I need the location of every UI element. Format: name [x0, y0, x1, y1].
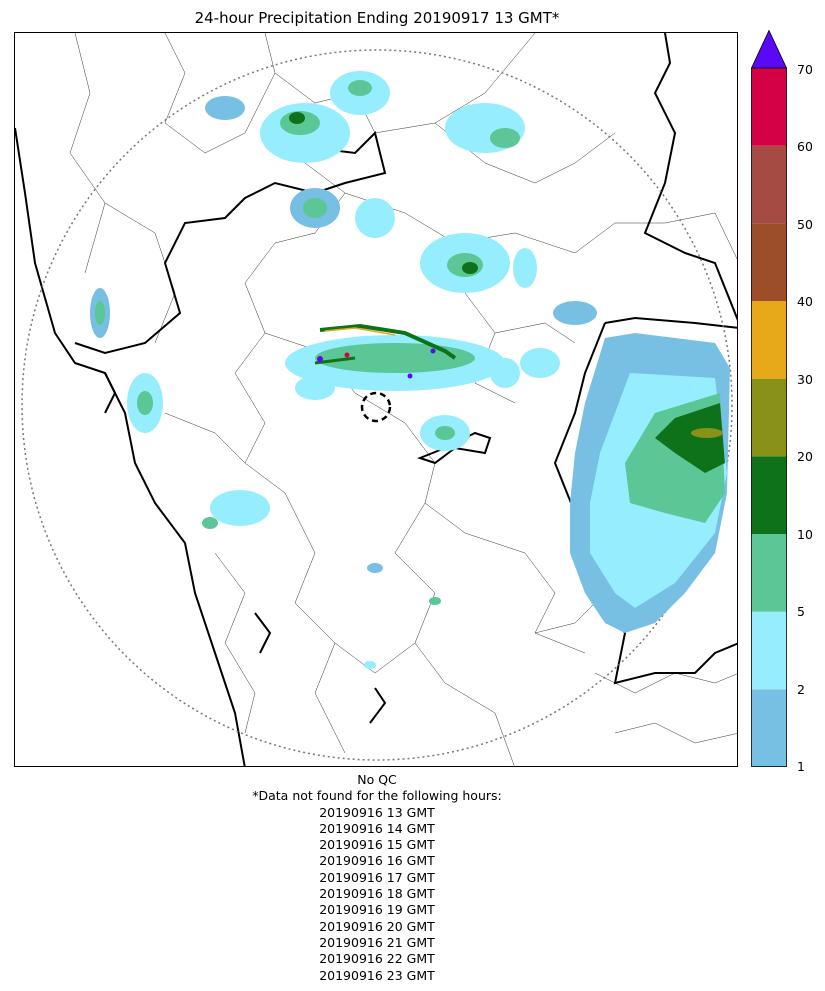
colorbar-tick-label: 1	[797, 759, 805, 774]
colorbar	[750, 29, 790, 768]
missing-data-note: *Data not found for the following hours:	[252, 788, 502, 804]
footer-notes: No QC *Data not found for the following …	[14, 772, 740, 984]
colorbar-tick-label: 20	[797, 449, 813, 464]
missing-hour: 20190916 22 GMT	[319, 951, 435, 967]
colorbar-segment	[751, 456, 787, 534]
colorbar-tick-label: 30	[797, 371, 813, 387]
map-panel[interactable]	[14, 32, 738, 767]
colorbar-segment	[751, 534, 787, 612]
colorbar-tick-label: 70	[797, 61, 813, 77]
colorbar-segment	[751, 689, 787, 767]
missing-hour: 20190916 15 GMT	[319, 837, 435, 853]
colorbar-outline	[751, 67, 787, 767]
missing-hour: 20190916 16 GMT	[319, 853, 435, 869]
radar-site-marker	[360, 391, 392, 423]
missing-hour: 20190916 21 GMT	[319, 934, 435, 950]
colorbar-tick-label: 10	[797, 526, 813, 542]
map-title: 24-hour Precipitation Ending 20190917 13…	[194, 9, 560, 27]
missing-hour: 20190916 13 GMT	[319, 804, 435, 820]
colorbar-tick-label: 50	[797, 216, 813, 232]
precip-overlay	[90, 71, 730, 669]
colorbar-tick-label: 5	[797, 604, 805, 619]
colorbar-segment	[751, 301, 787, 379]
missing-hour: 20190916 18 GMT	[319, 886, 435, 902]
colorbar-extend-arrow	[750, 29, 788, 69]
map-canvas	[15, 33, 737, 766]
missing-hour: 20190916 17 GMT	[319, 869, 435, 885]
colorbar-graphic	[750, 29, 790, 768]
district-boundaries	[69, 33, 737, 766]
colorbar-tick-label: 40	[797, 294, 813, 309]
colorbar-segment	[751, 68, 787, 146]
colorbar-tick-label: 60	[797, 139, 813, 154]
missing-hour: 20190916 20 GMT	[319, 918, 435, 934]
missing-hour: 20190916 14 GMT	[319, 820, 435, 836]
colorbar-segment	[751, 223, 787, 301]
colorbar-segment	[751, 611, 787, 690]
colorbar-segment	[751, 145, 787, 224]
colorbar-tick-label: 2	[797, 681, 805, 697]
radar-range-circle	[21, 49, 733, 761]
missing-hour: 20190916 19 GMT	[319, 902, 435, 918]
qc-status: No QC	[357, 772, 397, 787]
colorbar-segment	[751, 378, 787, 457]
missing-hour: 20190916 23 GMT	[319, 967, 435, 983]
